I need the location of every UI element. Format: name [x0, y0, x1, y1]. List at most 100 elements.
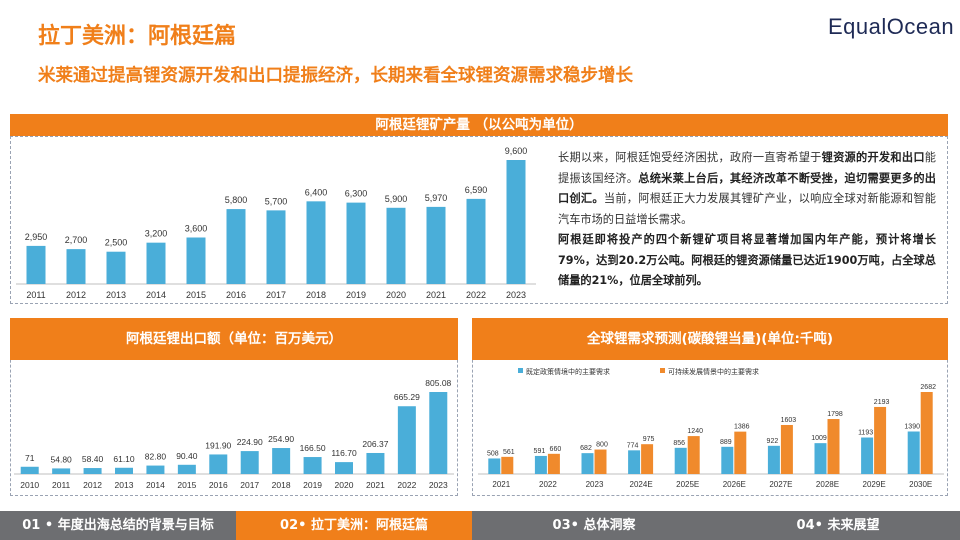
tick-label-2022: 2022 — [466, 290, 486, 300]
tick-label-2012: 2012 — [83, 480, 102, 490]
value-label-2025E-1: 1240 — [687, 428, 703, 435]
description-paragraph-2: 阿根廷即将投产的四个新锂矿项目将显著增加国内年产能，预计将增长79%，达到20.… — [558, 233, 936, 287]
tick-label-2021: 2021 — [492, 480, 510, 489]
bar-2024E-1 — [641, 444, 654, 474]
export-chart: 71 2010 54.80 2011 58.40 2012 61.10 2013 82.80 20… — [14, 378, 454, 490]
tick-label-2010: 2010 — [20, 480, 39, 490]
bar-2015 — [186, 237, 206, 284]
bar-2016 — [209, 454, 228, 474]
value-label-2023: 805.08 — [425, 378, 451, 388]
value-label-2018: 254.90 — [268, 434, 294, 444]
value-label-2010: 71 — [25, 453, 35, 463]
tick-label-2012: 2012 — [66, 290, 86, 300]
bar-2013 — [106, 251, 126, 284]
value-label-2025E-0: 856 — [673, 440, 685, 447]
tick-label-2017: 2017 — [240, 480, 259, 490]
tick-label-2015: 2015 — [177, 480, 196, 490]
value-label-2012: 2,700 — [65, 235, 88, 245]
value-label-2011: 2,950 — [25, 232, 48, 242]
bar-2023 — [506, 160, 526, 284]
value-label-2015: 3,600 — [185, 224, 208, 234]
value-label-2022-1: 660 — [550, 446, 562, 453]
nav-item-1[interactable]: 01 • 年度出海总结的背景与目标 — [0, 511, 236, 540]
bar-2029E-0 — [861, 437, 874, 474]
value-label-2022: 6,590 — [465, 185, 488, 195]
tick-label-2028E: 2028E — [816, 480, 839, 489]
tick-label-2017: 2017 — [266, 290, 286, 300]
value-label-2029E-1: 2193 — [874, 399, 890, 406]
tick-label-2030E: 2030E — [909, 480, 932, 489]
value-label-2026E-0: 889 — [720, 439, 732, 446]
bar-2022 — [466, 198, 486, 284]
bar-2018 — [306, 201, 326, 284]
demand-chart: 既定政策情境中的主要需求 可持续发展情景中的主要需求 508 561 2021 591 66… — [478, 367, 944, 489]
legend-label-0: 既定政策情境中的主要需求 — [526, 367, 610, 376]
bar-2022-1 — [547, 453, 560, 474]
value-label-2024E-0: 774 — [627, 442, 639, 449]
tick-label-2014: 2014 — [146, 480, 165, 490]
tick-label-2023: 2023 — [429, 480, 448, 490]
value-label-2021: 206.37 — [362, 439, 388, 449]
production-chart-title: 阿根廷锂矿产量 （以公吨为单位） — [10, 114, 948, 136]
bar-2020 — [386, 207, 406, 284]
tick-label-2013: 2013 — [106, 290, 126, 300]
value-label-2019: 6,300 — [345, 189, 368, 199]
value-label-2026E-1: 1386 — [734, 424, 750, 431]
bar-2011 — [52, 468, 71, 474]
tick-label-2019: 2019 — [346, 290, 366, 300]
value-label-2030E-1: 2682 — [920, 384, 936, 391]
bar-2025E-1 — [687, 436, 700, 474]
value-label-2021-0: 508 — [487, 450, 499, 457]
nav-item-4[interactable]: 04• 未来展望 — [716, 511, 960, 540]
bar-2029E-1 — [874, 406, 887, 474]
bar-2027E-1 — [780, 424, 793, 474]
value-label-2022: 665.29 — [394, 392, 420, 402]
nav-item-3[interactable]: 03• 总体洞察 — [472, 511, 716, 540]
bar-2021 — [426, 206, 446, 284]
tick-label-2019: 2019 — [303, 480, 322, 490]
section-nav: 01 • 年度出海总结的背景与目标 02• 拉丁美洲：阿根廷篇 03• 总体洞察… — [0, 511, 960, 540]
production-chart: 2,950 2011 2,700 2012 2,500 2013 3,200 2014 3,60… — [16, 146, 536, 300]
bar-2023 — [429, 392, 448, 474]
tick-label-2023: 2023 — [586, 480, 604, 489]
bar-2013 — [115, 467, 133, 474]
tick-label-2029E: 2029E — [863, 480, 886, 489]
description-text: 长期以来，阿根廷饱受经济困扰，政府一直寄希望于锂资源的开发和出口能提振该国经济。… — [558, 148, 936, 292]
bar-2018 — [272, 448, 291, 474]
bar-2017 — [266, 210, 286, 284]
value-label-2014: 3,200 — [145, 229, 168, 239]
page-subtitle: 米莱通过提高锂资源开发和出口提振经济，长期来看全球锂资源需求稳步增长 — [38, 66, 633, 86]
bar-2019 — [346, 202, 366, 284]
bar-2030E-0 — [907, 431, 920, 474]
value-label-2022-0: 591 — [534, 448, 546, 455]
bar-2014 — [146, 465, 165, 474]
nav-item-2[interactable]: 02• 拉丁美洲：阿根廷篇 — [236, 511, 472, 540]
legend-label-1: 可持续发展情景中的主要需求 — [668, 367, 759, 376]
tick-label-2021: 2021 — [366, 480, 385, 490]
bar-2022 — [397, 406, 416, 474]
demand-chart-title: 全球锂需求预测(碳酸锂当量)(单位:千吨) — [472, 318, 948, 360]
value-label-2020: 5,900 — [385, 194, 408, 204]
tick-label-2024E: 2024E — [630, 480, 653, 489]
tick-label-2016: 2016 — [226, 290, 246, 300]
tick-label-2016: 2016 — [209, 480, 228, 490]
production-panel — [10, 136, 948, 304]
value-label-2030E-0: 1390 — [904, 424, 920, 431]
description-paragraph-1: 长期以来，阿根廷饱受经济困扰，政府一直寄希望于锂资源的开发和出口能提振该国经济。… — [558, 151, 936, 226]
bar-2028E-0 — [814, 443, 827, 474]
value-label-2015: 90.40 — [176, 451, 198, 461]
value-label-2024E-1: 975 — [643, 436, 655, 443]
export-chart-title: 阿根廷锂出口额（单位：百万美元） — [10, 318, 458, 360]
legend-swatch-1 — [660, 368, 665, 373]
bar-2014 — [146, 242, 166, 284]
bar-2028E-1 — [827, 419, 840, 474]
value-label-2023-0: 682 — [580, 445, 592, 452]
tick-label-2022: 2022 — [539, 480, 557, 489]
value-label-2023-1: 800 — [596, 442, 608, 449]
bar-2030E-1 — [920, 392, 933, 474]
value-label-2017: 5,700 — [265, 196, 288, 206]
bar-2027E-0 — [767, 445, 780, 474]
tick-label-2018: 2018 — [306, 290, 326, 300]
tick-label-2011: 2011 — [52, 480, 71, 490]
value-label-2018: 6,400 — [305, 187, 328, 197]
